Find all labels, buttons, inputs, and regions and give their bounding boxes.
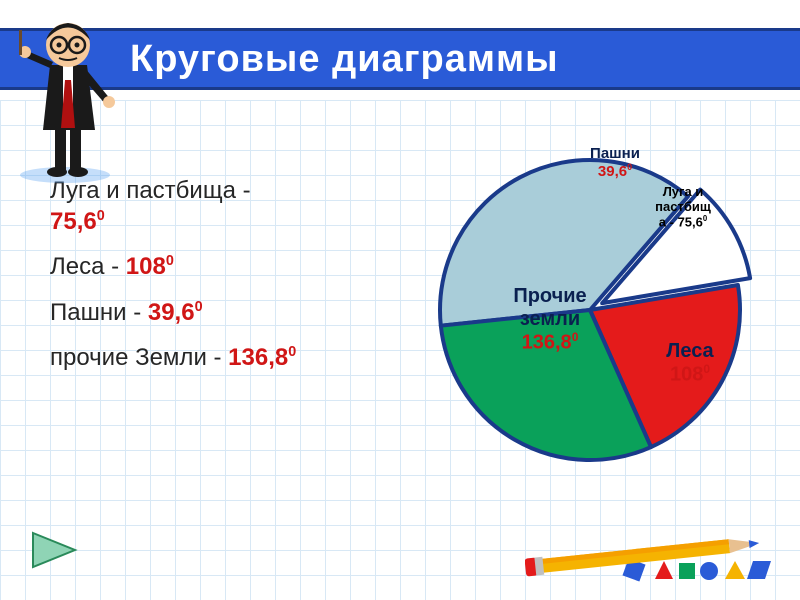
item-name: Леса bbox=[50, 253, 111, 280]
pie-slice-label: Леса1080 bbox=[645, 340, 735, 387]
pie-slice-label: Пашни39,60 bbox=[570, 145, 660, 181]
data-list: Луга и пастбища - 75,60 Леса - 1080 Пашн… bbox=[50, 175, 380, 387]
decorative-shapes-icon bbox=[525, 535, 785, 585]
pie-chart: Прочие земли136,80 Пашни39,60 Луга ипастби… bbox=[420, 140, 760, 480]
list-item: Леса - 1080 bbox=[50, 251, 380, 282]
item-name: Пашни bbox=[50, 299, 133, 326]
teacher-character-icon bbox=[15, 10, 125, 190]
item-name: прочие Земли bbox=[50, 344, 207, 371]
item-value: 136,80 bbox=[228, 344, 296, 371]
pie-slice-label: Луга ипастбища - 75,60 bbox=[638, 185, 728, 230]
page-title: Круговые диаграммы bbox=[130, 38, 559, 81]
list-item: Пашни - 39,60 bbox=[50, 297, 380, 328]
next-slide-button[interactable] bbox=[25, 525, 85, 575]
list-item: прочие Земли - 136,80 bbox=[50, 342, 380, 373]
item-value: 75,60 bbox=[50, 208, 105, 235]
item-value: 1080 bbox=[126, 253, 174, 280]
pie-slice-label: Прочие земли136,80 bbox=[505, 285, 595, 355]
item-value: 39,60 bbox=[148, 299, 203, 326]
